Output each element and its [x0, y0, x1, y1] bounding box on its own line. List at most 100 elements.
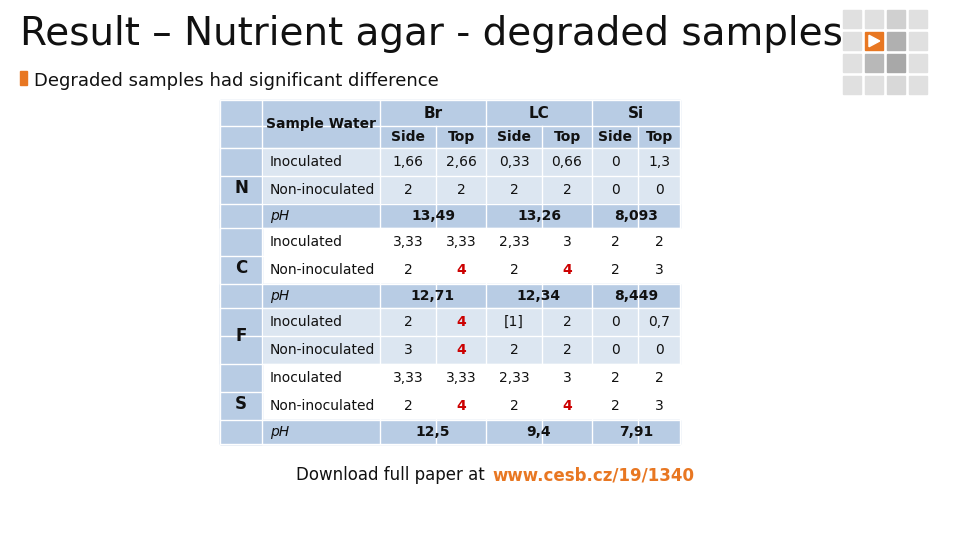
Text: 8,449: 8,449	[614, 289, 658, 303]
Bar	[220, 176, 680, 204]
Text: Top: Top	[645, 130, 673, 144]
Bar	[220, 204, 262, 228]
Bar	[220, 148, 680, 176]
Text: 3,33: 3,33	[393, 235, 423, 249]
Bar	[220, 308, 262, 336]
Text: Inoculated: Inoculated	[270, 155, 343, 169]
Text: 2: 2	[510, 183, 518, 197]
Bar	[220, 420, 262, 444]
Text: 2: 2	[563, 183, 571, 197]
Text: 3,33: 3,33	[445, 371, 476, 385]
Text: 2: 2	[457, 183, 466, 197]
Text: 0,7: 0,7	[648, 315, 670, 329]
Text: 1,66: 1,66	[393, 155, 423, 169]
Text: Side: Side	[598, 130, 632, 144]
Text: Non-inoculated: Non-inoculated	[270, 399, 375, 413]
Text: 12,71: 12,71	[411, 289, 455, 303]
Bar	[843, 32, 861, 50]
Text: Degraded samples had significant difference: Degraded samples had significant differe…	[34, 72, 439, 90]
Text: 2: 2	[510, 399, 518, 413]
Text: 4: 4	[456, 343, 466, 357]
Bar	[909, 10, 927, 28]
Bar	[220, 336, 262, 364]
Bar	[865, 10, 883, 28]
Bar	[220, 364, 680, 392]
Text: 2: 2	[510, 263, 518, 277]
Bar	[220, 392, 262, 420]
Bar	[909, 32, 927, 50]
Text: 2: 2	[510, 343, 518, 357]
Bar	[220, 100, 680, 148]
Text: 13,26: 13,26	[517, 209, 561, 223]
Bar	[865, 32, 883, 50]
Text: Side: Side	[497, 130, 531, 144]
Bar	[220, 256, 680, 284]
Text: 2: 2	[611, 371, 619, 385]
Text: 13,49: 13,49	[411, 209, 455, 223]
Text: 4: 4	[563, 263, 572, 277]
Text: Inoculated: Inoculated	[270, 235, 343, 249]
Bar	[220, 364, 262, 392]
Bar	[220, 420, 680, 444]
Bar	[220, 148, 262, 176]
Text: 12,5: 12,5	[416, 425, 450, 439]
Text: 0: 0	[655, 183, 663, 197]
Text: pH: pH	[270, 425, 289, 439]
Text: 3,33: 3,33	[393, 371, 423, 385]
Text: 0: 0	[611, 183, 619, 197]
Text: 4: 4	[456, 315, 466, 329]
Text: 3: 3	[655, 263, 663, 277]
Text: LC: LC	[529, 105, 549, 120]
Text: 4: 4	[563, 399, 572, 413]
Bar	[887, 10, 905, 28]
Text: 3,33: 3,33	[445, 235, 476, 249]
Text: 2: 2	[655, 235, 663, 249]
Bar	[909, 54, 927, 72]
Bar	[865, 54, 883, 72]
Text: Non-inoculated: Non-inoculated	[270, 343, 375, 357]
Bar	[220, 336, 680, 364]
Text: 2: 2	[655, 371, 663, 385]
Text: Non-inoculated: Non-inoculated	[270, 183, 375, 197]
Text: 0: 0	[655, 343, 663, 357]
Text: C: C	[235, 259, 247, 277]
Bar	[220, 308, 680, 336]
Text: N: N	[234, 179, 248, 197]
Text: [1]: [1]	[504, 315, 524, 329]
Text: 12,34: 12,34	[516, 289, 561, 303]
Text: 2: 2	[611, 235, 619, 249]
Text: pH: pH	[270, 209, 289, 223]
Text: S: S	[235, 395, 247, 413]
Text: 3: 3	[403, 343, 413, 357]
Bar	[220, 176, 262, 204]
Bar	[865, 76, 883, 94]
Text: 3: 3	[563, 371, 571, 385]
Text: 3: 3	[563, 235, 571, 249]
Text: Non-inoculated: Non-inoculated	[270, 263, 375, 277]
Text: 2: 2	[611, 399, 619, 413]
Bar	[843, 76, 861, 94]
Text: Inoculated: Inoculated	[270, 315, 343, 329]
Text: 2: 2	[403, 263, 413, 277]
Text: Top: Top	[447, 130, 474, 144]
Text: 2,33: 2,33	[498, 371, 529, 385]
Text: Br: Br	[423, 105, 443, 120]
Polygon shape	[869, 35, 879, 47]
Bar	[843, 10, 861, 28]
Bar	[220, 228, 262, 256]
Text: 2: 2	[563, 315, 571, 329]
Text: 4: 4	[456, 263, 466, 277]
Text: 1,3: 1,3	[648, 155, 670, 169]
Bar	[887, 32, 905, 50]
Bar	[220, 392, 680, 420]
Text: Side: Side	[391, 130, 425, 144]
Bar	[843, 54, 861, 72]
Text: 0: 0	[611, 155, 619, 169]
Text: Si: Si	[628, 105, 644, 120]
Text: 2,33: 2,33	[498, 235, 529, 249]
Text: Inoculated: Inoculated	[270, 371, 343, 385]
Text: 9,4: 9,4	[527, 425, 551, 439]
Text: Top: Top	[553, 130, 581, 144]
Text: 8,093: 8,093	[614, 209, 658, 223]
Text: pH: pH	[270, 289, 289, 303]
